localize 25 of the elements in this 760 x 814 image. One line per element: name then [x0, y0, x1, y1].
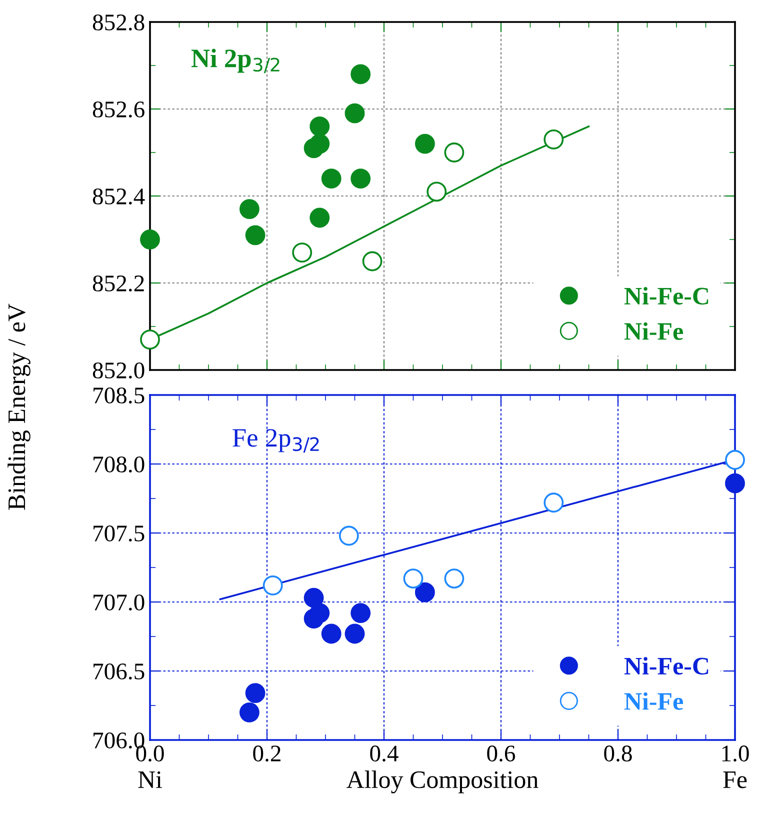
y-tick-label: 852.8 — [92, 14, 144, 31]
x-tick-label: 0.4 — [370, 746, 398, 762]
x-axis-title: Alloy Composition — [346, 770, 538, 794]
y-tick-label: 852.4 — [92, 188, 145, 205]
x-tick-label: 0.6 — [487, 746, 516, 762]
y-axis-title: Binding Energy / eV — [8, 304, 30, 510]
y-tick-label: 852.6 — [92, 101, 144, 118]
legend-label: Ni-Fe-C — [624, 657, 708, 675]
x-tick-label: 0.8 — [604, 746, 632, 762]
y-tick-label: 707.5 — [94, 525, 144, 542]
y-tick-label: 852.0 — [92, 362, 144, 379]
y-tick-label: 852.2 — [92, 275, 144, 292]
y-tick-label: 706.5 — [94, 663, 144, 680]
y-tick-label: 708.5 — [94, 387, 144, 404]
legend-label: Ni-Fe-C — [624, 287, 708, 305]
x-tick-label: 0.2 — [253, 746, 280, 762]
text: Ni — [138, 771, 162, 788]
y-tick-label: 708.0 — [94, 456, 144, 473]
legend-label: Ni-Fe — [624, 322, 683, 340]
y-tick-label: 707.0 — [94, 594, 144, 611]
annotation: Fe 2p$_{3/2}$ — [232, 429, 319, 453]
text: Fe — [723, 772, 747, 788]
x-tick-label: 1.0 — [722, 746, 749, 762]
annotation: Ni 2p$_{3/2}$ — [191, 48, 280, 74]
legend-label: Ni-Fe — [624, 692, 683, 710]
